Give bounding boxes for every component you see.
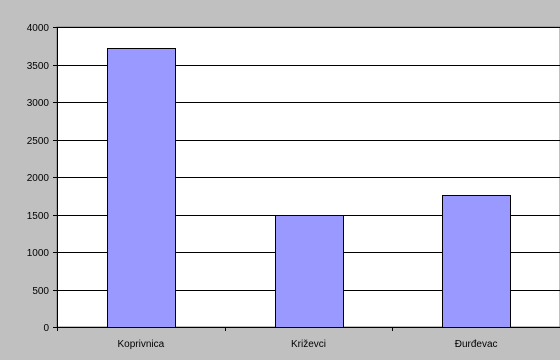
x-tick-label: Đurđevac [455,339,498,350]
y-tick-label: 3500 [27,61,50,72]
y-tick-label: 1500 [27,211,50,222]
x-tick-label: Koprivnica [117,339,164,350]
bar-križevci [275,215,344,328]
y-tick-label: 0 [43,323,49,334]
y-tick-label: 500 [32,286,49,297]
y-tick-label: 1000 [27,248,50,259]
bar-koprivnica [107,48,176,328]
x-tick-label: Križevci [291,339,326,350]
bar-đurđevac [442,195,511,328]
y-axis: 0 500 1000 1500 2000 2500 3000 3500 4000 [27,23,58,334]
y-tick-label: 4000 [27,23,50,34]
y-tick-label: 2500 [27,136,50,147]
y-tick-label: 2000 [27,173,50,184]
bar-series [107,48,511,328]
y-tick-label: 3000 [27,98,50,109]
x-axis: Koprivnica Križevci Đurđevac [57,327,560,350]
